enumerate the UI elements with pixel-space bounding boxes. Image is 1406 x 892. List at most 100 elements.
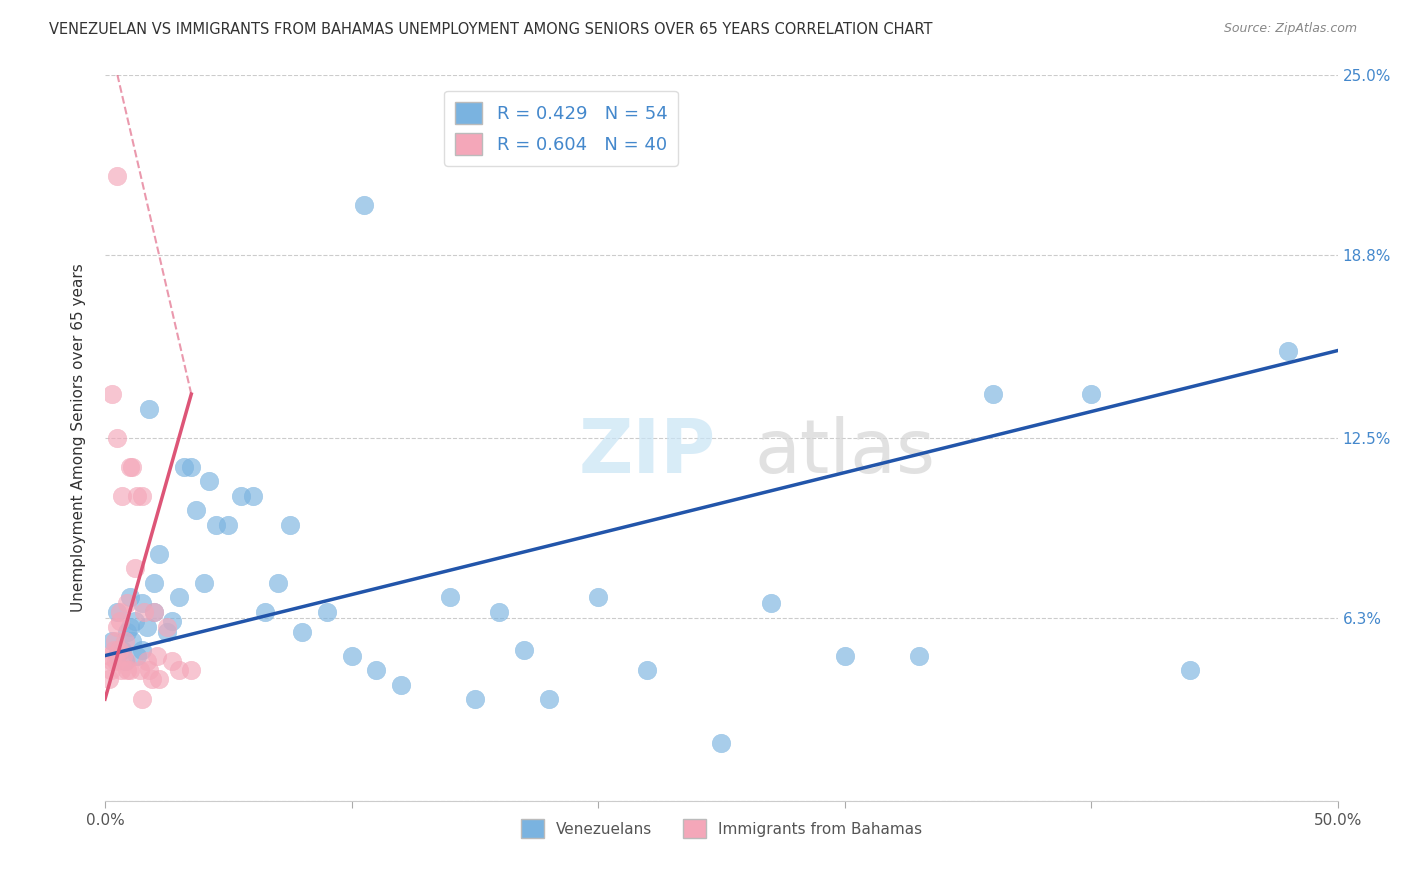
Point: [464, 692, 486, 706]
Point: [114, 634, 136, 648]
Point: [981, 387, 1004, 401]
Point: [156, 625, 179, 640]
Point: [759, 596, 782, 610]
Point: [105, 605, 128, 619]
Point: [229, 489, 252, 503]
Point: [134, 605, 156, 619]
Point: [205, 517, 228, 532]
Point: [115, 596, 138, 610]
Point: [180, 663, 202, 677]
Point: [488, 605, 510, 619]
Point: [115, 663, 138, 677]
Point: [138, 663, 160, 677]
Point: [160, 614, 183, 628]
Point: [115, 625, 138, 640]
Point: [107, 642, 129, 657]
Text: VENEZUELAN VS IMMIGRANTS FROM BAHAMAS UNEMPLOYMENT AMONG SENIORS OVER 65 YEARS C: VENEZUELAN VS IMMIGRANTS FROM BAHAMAS UN…: [49, 22, 932, 37]
Point: [266, 576, 288, 591]
Point: [148, 547, 170, 561]
Point: [97, 672, 120, 686]
Point: [217, 517, 239, 532]
Point: [193, 576, 215, 591]
Point: [104, 634, 127, 648]
Point: [121, 459, 143, 474]
Point: [254, 605, 277, 619]
Y-axis label: Unemployment Among Seniors over 65 years: Unemployment Among Seniors over 65 years: [72, 263, 86, 612]
Point: [101, 655, 124, 669]
Point: [125, 489, 148, 503]
Point: [389, 678, 412, 692]
Point: [111, 642, 134, 657]
Point: [160, 655, 183, 669]
Text: atlas: atlas: [754, 416, 935, 489]
Point: [1178, 663, 1201, 677]
Point: [105, 655, 128, 669]
Text: ZIP: ZIP: [579, 416, 716, 489]
Point: [110, 663, 132, 677]
Point: [105, 648, 128, 663]
Point: [834, 648, 856, 663]
Point: [131, 596, 153, 610]
Point: [586, 591, 609, 605]
Point: [197, 475, 219, 489]
Point: [167, 591, 190, 605]
Point: [907, 648, 929, 663]
Point: [180, 459, 202, 474]
Point: [135, 655, 157, 669]
Point: [114, 655, 136, 669]
Point: [118, 663, 141, 677]
Point: [138, 401, 160, 416]
Point: [121, 634, 143, 648]
Legend: Venezuelans, Immigrants from Bahamas: Venezuelans, Immigrants from Bahamas: [515, 814, 928, 844]
Point: [125, 648, 148, 663]
Point: [537, 692, 560, 706]
Point: [366, 663, 388, 677]
Text: Source: ZipAtlas.com: Source: ZipAtlas.com: [1223, 22, 1357, 36]
Point: [278, 517, 301, 532]
Point: [143, 605, 166, 619]
Point: [131, 642, 153, 657]
Point: [186, 503, 208, 517]
Point: [101, 634, 124, 648]
Point: [101, 387, 124, 401]
Point: [98, 648, 121, 663]
Point: [242, 489, 264, 503]
Point: [118, 619, 141, 633]
Point: [100, 663, 122, 677]
Point: [115, 655, 138, 669]
Point: [111, 489, 134, 503]
Point: [710, 736, 733, 750]
Point: [513, 642, 536, 657]
Point: [148, 672, 170, 686]
Point: [124, 561, 146, 575]
Point: [173, 459, 195, 474]
Point: [167, 663, 190, 677]
Point: [156, 619, 179, 633]
Point: [1277, 343, 1299, 358]
Point: [340, 648, 363, 663]
Point: [124, 614, 146, 628]
Point: [128, 663, 150, 677]
Point: [143, 605, 166, 619]
Point: [108, 605, 131, 619]
Point: [131, 489, 153, 503]
Point: [108, 614, 131, 628]
Point: [135, 619, 157, 633]
Point: [131, 692, 153, 706]
Point: [118, 591, 141, 605]
Point: [636, 663, 658, 677]
Point: [315, 605, 337, 619]
Point: [1080, 387, 1102, 401]
Point: [105, 431, 128, 445]
Point: [105, 169, 128, 184]
Point: [141, 672, 163, 686]
Point: [105, 619, 128, 633]
Point: [439, 591, 461, 605]
Point: [103, 642, 125, 657]
Point: [145, 648, 167, 663]
Point: [143, 576, 166, 591]
Point: [118, 459, 141, 474]
Point: [112, 648, 135, 663]
Point: [291, 625, 314, 640]
Point: [353, 198, 375, 212]
